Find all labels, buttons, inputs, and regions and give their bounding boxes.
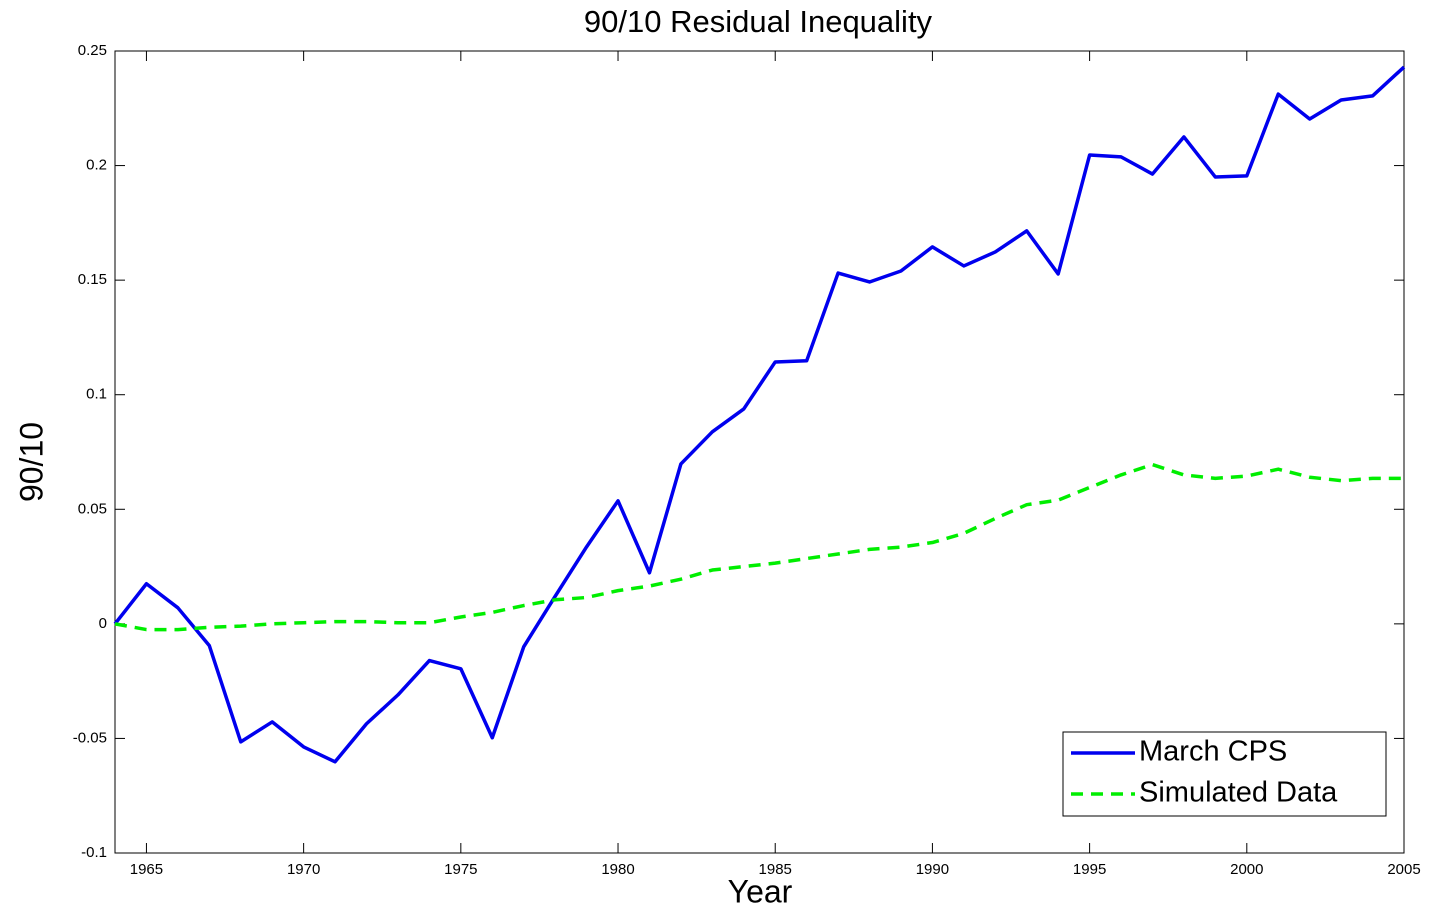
x-tick-label: 2000 xyxy=(1230,861,1263,878)
series-line xyxy=(114,462,1404,632)
y-tick-label: 0.15 xyxy=(78,271,107,288)
x-tick-label: 1975 xyxy=(444,861,477,878)
x-tick-label: 1995 xyxy=(1073,861,1106,878)
x-tick-label: 1970 xyxy=(287,861,320,878)
x-tick-label: 2005 xyxy=(1387,861,1420,878)
plot-frame xyxy=(114,50,1405,854)
chart-title: 90/10 Residual Inequality xyxy=(584,4,933,39)
y-tick-label: 0 xyxy=(99,615,107,632)
x-tick-label: 1985 xyxy=(759,861,792,878)
legend-label: March CPS xyxy=(1139,736,1287,768)
x-axis-label: Year xyxy=(728,873,793,909)
y-tick-label: 0.1 xyxy=(86,386,107,403)
y-tick-label: 0.05 xyxy=(78,500,107,517)
series-line xyxy=(113,65,1406,764)
x-tick-label: 1965 xyxy=(130,861,163,878)
y-tick-label: -0.05 xyxy=(73,729,107,746)
y-tick-label: 0.2 xyxy=(86,157,107,174)
x-tick-label: 1990 xyxy=(916,861,949,878)
legend-label: Simulated Data xyxy=(1139,777,1338,809)
x-tick-label: 1980 xyxy=(601,861,634,878)
legend-box xyxy=(1062,731,1387,817)
y-axis-label: 90/10 xyxy=(13,422,49,502)
y-tick-label: -0.1 xyxy=(81,844,107,861)
y-tick-label: 0.25 xyxy=(78,42,107,59)
